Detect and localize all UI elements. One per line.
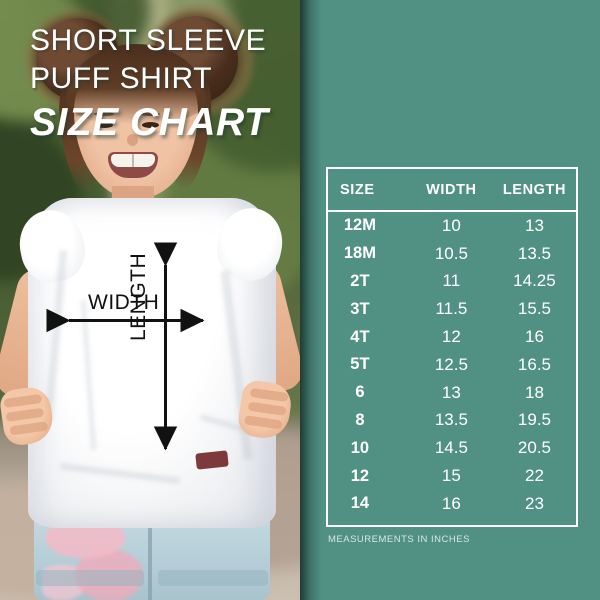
cell-size: 10 — [350, 438, 370, 457]
cell-width: 13 — [441, 382, 461, 402]
size-table: SIZE WIDTH LENGTH 12M 10 13 18M 10.5 13.… — [328, 169, 576, 518]
title-line-1: SHORT SLEEVE — [30, 24, 267, 57]
table-row: 18M 10.5 13.5 — [328, 240, 576, 268]
hair-top — [66, 44, 206, 124]
table-row: 12 15 22 — [328, 462, 576, 490]
finger — [247, 401, 287, 416]
column-header-length: LENGTH — [492, 169, 576, 212]
cell-size: 18M — [343, 244, 376, 263]
finger — [9, 421, 49, 436]
cell-width: 16 — [441, 493, 461, 513]
mouth — [108, 152, 158, 178]
size-table-container: SIZE WIDTH LENGTH 12M 10 13 18M 10.5 13.… — [326, 167, 578, 527]
shorts-cuff-left — [36, 570, 144, 586]
finger — [249, 387, 289, 403]
teeth — [111, 154, 155, 167]
table-row: 10 14.5 20.5 — [328, 434, 576, 462]
cell-length: 14.25 — [513, 271, 556, 291]
eyebrow-left — [94, 112, 114, 116]
panel-edge-shadow — [300, 0, 322, 600]
cell-width: 15 — [441, 466, 461, 486]
cell-size: 12M — [343, 216, 376, 235]
cell-width: 14.5 — [434, 438, 468, 458]
cell-length: 23 — [524, 493, 544, 513]
cell-size: 12 — [350, 466, 370, 485]
finger — [5, 407, 45, 422]
eyebrow-right — [140, 112, 160, 116]
cell-size: 3T — [350, 299, 370, 318]
cell-size: 5T — [350, 355, 370, 374]
chart-title-block: SHORT SLEEVE PUFF SHIRT SIZE CHART — [30, 22, 286, 146]
cell-width: 10.5 — [434, 243, 468, 263]
cell-size: 8 — [355, 410, 365, 429]
chart-panel — [300, 0, 600, 600]
finger — [243, 415, 283, 430]
size-table-body: 12M 10 13 18M 10.5 13.5 2T 11 14.25 3T 1… — [328, 211, 576, 518]
table-row: 12M 10 13 — [328, 211, 576, 240]
table-row: 5T 12.5 16.5 — [328, 351, 576, 379]
shorts-cuff-right — [158, 570, 268, 586]
table-row: 2T 11 14.25 — [328, 268, 576, 296]
cell-length: 19.5 — [517, 410, 551, 430]
finger — [3, 393, 43, 409]
table-row: 8 13.5 19.5 — [328, 407, 576, 435]
cell-length: 16.5 — [517, 354, 551, 374]
table-header-row: SIZE WIDTH LENGTH — [328, 169, 576, 212]
eye-left — [96, 122, 113, 128]
cell-width: 13.5 — [434, 410, 468, 430]
cell-width: 11.5 — [435, 299, 468, 319]
table-row: 4T 12 16 — [328, 323, 576, 351]
measurement-units-note: MEASUREMENTS IN INCHES — [328, 534, 470, 545]
cell-size: 4T — [350, 327, 370, 346]
cell-length: 16 — [524, 327, 544, 347]
table-row: 6 13 18 — [328, 379, 576, 407]
cell-length: 13 — [524, 215, 544, 235]
title-line-2: PUFF SHIRT — [30, 62, 213, 95]
shirt-hem-tag — [195, 450, 229, 470]
shorts-seam — [148, 520, 152, 600]
cell-width: 11 — [442, 271, 461, 291]
cell-size: 2T — [350, 271, 370, 290]
cell-width: 12.5 — [434, 354, 468, 374]
eye-right — [142, 122, 159, 128]
cell-length: 13.5 — [517, 243, 551, 263]
column-header-width: WIDTH — [409, 169, 493, 212]
column-header-size: SIZE — [328, 169, 410, 212]
table-row: 14 16 23 — [328, 490, 576, 518]
cell-length: 18 — [524, 382, 544, 402]
size-table-head: SIZE WIDTH LENGTH — [328, 169, 576, 212]
cell-length: 22 — [524, 466, 544, 486]
title-line-3: SIZE CHART — [30, 101, 269, 144]
product-photo: WIDTH LENGTH — [0, 0, 300, 600]
cell-width: 12 — [441, 327, 461, 347]
cell-length: 15.5 — [517, 299, 551, 319]
cell-length: 20.5 — [517, 438, 551, 458]
cell-size: 6 — [355, 383, 365, 402]
cell-width: 10 — [441, 215, 461, 235]
table-row: 3T 11.5 15.5 — [328, 295, 576, 323]
nose — [127, 134, 138, 146]
cell-size: 14 — [350, 494, 370, 513]
